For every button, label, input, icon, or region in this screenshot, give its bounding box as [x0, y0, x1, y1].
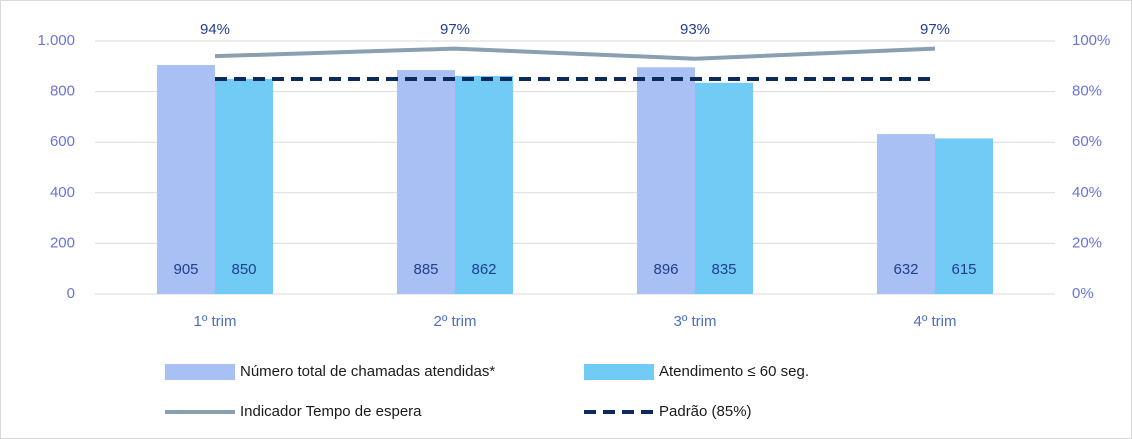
y-tick-label: 400	[50, 184, 75, 201]
legend-label: Número total de chamadas atendidas*	[240, 363, 495, 380]
y-tick-label: 0	[67, 285, 75, 302]
legend-swatch	[584, 364, 654, 380]
y-tick-label: 1.000	[37, 32, 75, 49]
bar	[215, 78, 273, 294]
bar-label: 885	[413, 261, 438, 278]
bar-label: 896	[653, 261, 678, 278]
bar-label: 615	[951, 261, 976, 278]
bar-label: 632	[893, 261, 918, 278]
y2-tick-label: 40%	[1072, 184, 1102, 201]
bar	[637, 67, 695, 294]
bar	[877, 134, 935, 294]
bar-label: 905	[173, 261, 198, 278]
y-tick-label: 800	[50, 83, 75, 100]
bar-label: 862	[471, 261, 496, 278]
x-tick-label: 3º trim	[674, 313, 717, 330]
legend-swatch	[165, 364, 235, 380]
bar	[935, 138, 993, 294]
x-tick-label: 2º trim	[434, 313, 477, 330]
line-label: 97%	[920, 21, 950, 38]
line	[214, 46, 936, 61]
y2-tick-label: 20%	[1072, 234, 1102, 251]
y2-tick-label: 100%	[1072, 32, 1110, 49]
y2-tick-label: 60%	[1072, 133, 1102, 150]
legend-label: Padrão (85%)	[659, 403, 752, 420]
bar	[157, 65, 215, 294]
y2-tick-label: 80%	[1072, 83, 1102, 100]
bar	[695, 82, 753, 295]
y-tick-label: 600	[50, 133, 75, 150]
bar	[455, 75, 513, 294]
y-tick-label: 200	[50, 234, 75, 251]
bar	[397, 70, 455, 294]
legend-label: Atendimento ≤ 60 seg.	[659, 363, 809, 380]
x-tick-label: 1º trim	[194, 313, 237, 330]
x-tick-label: 4º trim	[914, 313, 957, 330]
y2-tick-label: 0%	[1072, 285, 1094, 302]
line-label: 97%	[440, 21, 470, 38]
bar-label: 835	[711, 261, 736, 278]
line-label: 93%	[680, 21, 710, 38]
line-label: 94%	[200, 21, 230, 38]
legend-label: Indicador Tempo de espera	[240, 403, 422, 420]
bar-label: 850	[231, 261, 256, 278]
